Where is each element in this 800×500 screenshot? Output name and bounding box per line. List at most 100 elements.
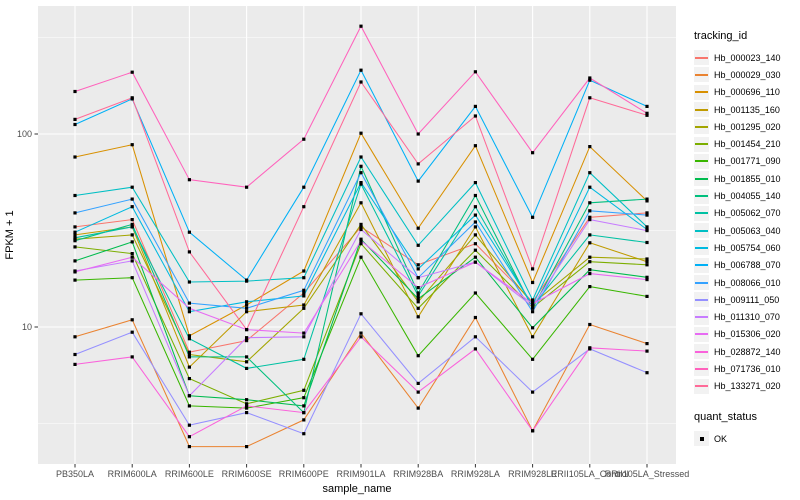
- legend-item-label: Hb_005062_070: [714, 208, 781, 219]
- data-point: [302, 388, 306, 392]
- data-point: [473, 213, 477, 217]
- data-point: [473, 347, 477, 351]
- data-point: [588, 171, 592, 175]
- x-tick-label: RRIM600LE: [165, 469, 214, 479]
- legend-key-swatch: [694, 257, 709, 273]
- data-point: [187, 280, 191, 284]
- series-legend-list: Hb_000023_140 Hb_000029_030 Hb_000696_110 H…: [694, 49, 800, 395]
- data-point: [187, 355, 191, 359]
- data-point: [73, 155, 77, 159]
- x-tick-label: RRIM600PE: [279, 469, 329, 479]
- data-point: [531, 390, 535, 394]
- data-point: [473, 260, 477, 264]
- data-point: [531, 151, 535, 155]
- legend-key-swatch: [694, 309, 709, 325]
- data-point: [645, 278, 649, 282]
- quant-legend-label: OK: [714, 433, 728, 444]
- data-point: [187, 352, 191, 357]
- data-point: [588, 201, 592, 205]
- data-point: [302, 294, 306, 298]
- data-point: [359, 312, 363, 316]
- data-point: [531, 280, 535, 285]
- legend-key-line: [695, 212, 708, 215]
- data-point: [187, 435, 191, 439]
- data-point: [130, 70, 134, 74]
- data-point: [130, 197, 134, 201]
- data-point: [130, 318, 134, 322]
- legend-item-Hb_000029_030: Hb_000029_030: [694, 66, 800, 83]
- data-point: [588, 76, 592, 80]
- data-point: [473, 193, 477, 198]
- data-point: [645, 275, 649, 279]
- data-point: [302, 306, 306, 310]
- data-point: [531, 302, 535, 306]
- legend-key-swatch: [694, 102, 709, 118]
- data-point: [416, 306, 420, 310]
- data-point: [416, 179, 420, 183]
- data-point: [416, 263, 420, 267]
- legend-item-Hb_005754_060: Hb_005754_060: [694, 239, 800, 256]
- data-point: [416, 286, 420, 290]
- legend-key-swatch: [694, 378, 709, 394]
- data-point: [73, 270, 77, 274]
- data-point: [73, 211, 77, 215]
- data-point: [130, 222, 134, 226]
- data-point: [473, 242, 477, 246]
- data-point: [302, 269, 306, 273]
- data-point: [416, 243, 420, 247]
- data-point: [588, 346, 592, 350]
- data-point: [416, 406, 420, 410]
- data-point: [245, 339, 249, 343]
- x-axis-title: sample_name: [322, 483, 392, 495]
- legend-item-label: Hb_000696_110: [714, 87, 780, 98]
- legend-key-line: [695, 73, 708, 76]
- data-point: [416, 354, 420, 358]
- data-point: [416, 390, 420, 394]
- legend-key-line: [695, 229, 708, 232]
- legend-item-Hb_001135_160: Hb_001135_160: [694, 101, 800, 118]
- legend-key-swatch: [694, 344, 709, 360]
- data-point: [531, 267, 535, 271]
- data-point: [588, 218, 592, 222]
- x-tick-label: RRIM928LA: [451, 469, 500, 479]
- data-point: [73, 278, 77, 282]
- legend-item-label: Hb_011310_070: [714, 312, 780, 323]
- data-point: [416, 381, 420, 385]
- data-point: [73, 259, 77, 263]
- data-point: [302, 205, 306, 209]
- quant-key-swatch: [694, 431, 709, 447]
- data-point: [416, 294, 420, 298]
- data-point: [588, 260, 592, 264]
- x-tick-label: RRIM600LA: [108, 469, 157, 479]
- legend-key-line: [695, 143, 708, 146]
- data-point: [645, 240, 649, 245]
- data-point: [588, 185, 592, 189]
- legend-key-swatch: [694, 240, 709, 256]
- legend-item-Hb_000696_110: Hb_000696_110: [694, 84, 800, 101]
- data-point: [73, 239, 77, 243]
- data-point: [187, 445, 191, 449]
- data-point: [73, 233, 77, 237]
- data-point: [187, 310, 191, 314]
- data-point: [416, 132, 420, 136]
- data-point: [73, 335, 77, 339]
- legend-item-Hb_008066_010: Hb_008066_010: [694, 274, 800, 291]
- data-point: [245, 278, 249, 282]
- legend-key-swatch: [694, 188, 709, 204]
- data-point: [302, 331, 306, 335]
- data-point: [645, 104, 649, 108]
- data-point: [645, 260, 649, 264]
- legend-item-Hb_000023_140: Hb_000023_140: [694, 49, 800, 66]
- data-point: [531, 310, 535, 314]
- legend-item-Hb_005063_040: Hb_005063_040: [694, 222, 800, 239]
- legend-key-swatch: [694, 292, 709, 308]
- legend-item-Hb_001771_090: Hb_001771_090: [694, 153, 800, 170]
- data-point: [645, 342, 649, 346]
- data-point: [588, 285, 592, 289]
- data-point: [473, 315, 477, 320]
- data-point: [531, 429, 535, 433]
- legend-key-line: [695, 316, 708, 319]
- data-point: [73, 352, 77, 357]
